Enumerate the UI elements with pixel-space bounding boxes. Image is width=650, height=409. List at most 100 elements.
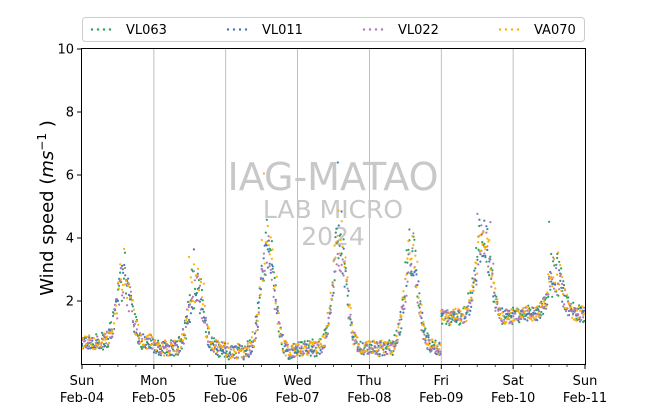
data-point [543,300,546,303]
data-point [262,172,265,175]
data-point [288,351,291,354]
data-point [447,319,450,322]
data-point [547,293,550,296]
data-point [194,294,198,297]
data-point [404,300,407,303]
data-point [260,238,263,242]
data-point [179,346,183,349]
data-point [254,330,257,333]
data-point [417,280,420,283]
data-point [450,320,453,324]
data-point [505,315,508,318]
data-point [458,318,461,321]
data-point [278,322,281,325]
data-point [265,244,268,247]
data-point [530,317,533,321]
data-point [302,352,305,355]
data-point [87,341,90,344]
data-point [242,358,245,361]
data-point [421,311,424,314]
data-point [142,333,145,336]
data-point [398,318,401,322]
data-point [486,237,489,240]
data-point [165,343,168,346]
data-point [274,298,277,301]
data-point [235,357,238,360]
x-tick-date: Feb-10 [491,391,535,406]
data-point [123,263,126,267]
data-point [474,267,477,270]
data-point [505,320,508,324]
data-point [485,260,488,263]
data-point [418,292,421,295]
data-point [249,342,252,345]
data-point [210,336,213,339]
data-point [186,322,189,325]
data-point [192,248,195,251]
data-point [382,351,385,354]
data-point [267,235,270,238]
data-point [366,348,369,351]
data-point [367,352,370,355]
data-point [160,346,163,349]
y-axis: 2 4 6 8 10 [57,43,82,310]
data-point [334,236,337,239]
data-point [401,296,404,299]
data-point [302,347,305,350]
data-point [261,269,264,272]
data-point [264,273,267,277]
data-point [346,294,349,297]
data-point [204,319,207,322]
data-point [274,300,277,303]
data-point [535,315,538,318]
data-point [578,305,581,308]
data-point [102,343,106,346]
data-point [185,317,188,320]
data-point [118,303,121,306]
data-point [363,344,366,347]
data-point [248,339,251,342]
data-point [346,303,349,306]
data-point [140,345,143,348]
data-point [487,240,490,243]
data-point [268,253,271,256]
data-point [559,275,562,278]
watermark-line-3: 2024 [301,222,365,251]
data-point [151,347,154,350]
data-point [197,289,201,292]
data-point [327,316,330,320]
data-point [225,345,229,349]
data-point [560,273,563,276]
data-point [368,347,371,350]
data-point [98,342,102,345]
data-point [176,352,179,355]
data-point [189,312,192,315]
data-point [473,269,476,272]
data-point [415,273,418,276]
data-point [186,308,189,312]
data-point [177,348,180,351]
data-point [428,340,431,343]
data-point [225,350,228,353]
data-point [465,312,468,315]
data-point [221,345,224,349]
data-point [111,332,115,335]
data-point [90,342,93,345]
data-point [440,312,443,315]
data-point [482,254,485,257]
data-point [234,351,237,354]
data-point [270,257,273,260]
y-tick-label: 6 [66,169,74,184]
data-point [424,339,427,342]
data-point [475,262,478,265]
data-point [280,335,283,338]
data-point [106,330,110,333]
data-point [456,313,459,316]
data-point [121,268,124,271]
data-point [448,317,451,320]
data-point [398,333,401,336]
legend-marker [516,28,520,31]
data-point [201,308,204,311]
data-point [499,308,502,311]
data-point [188,294,191,297]
